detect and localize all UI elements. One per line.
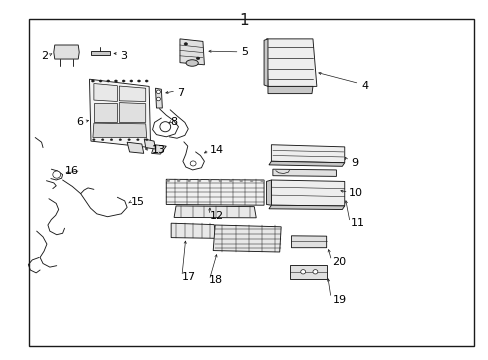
Polygon shape: [94, 84, 117, 102]
Ellipse shape: [122, 80, 125, 82]
Polygon shape: [171, 223, 216, 238]
Text: 20: 20: [332, 257, 346, 267]
Polygon shape: [119, 103, 145, 122]
Ellipse shape: [239, 180, 242, 182]
Ellipse shape: [190, 161, 196, 166]
Polygon shape: [166, 179, 264, 205]
Ellipse shape: [160, 122, 170, 132]
Text: 8: 8: [170, 117, 177, 127]
Polygon shape: [91, 51, 110, 55]
Ellipse shape: [110, 139, 112, 141]
Ellipse shape: [156, 97, 160, 101]
Polygon shape: [180, 39, 204, 65]
Polygon shape: [119, 86, 145, 102]
Polygon shape: [266, 180, 271, 205]
Ellipse shape: [300, 270, 305, 274]
Text: 6: 6: [76, 117, 83, 127]
Text: 17: 17: [182, 272, 196, 282]
Ellipse shape: [137, 80, 140, 82]
Polygon shape: [151, 145, 166, 154]
Text: 3: 3: [120, 51, 126, 61]
Polygon shape: [54, 45, 79, 59]
Ellipse shape: [130, 80, 133, 82]
Text: 9: 9: [350, 158, 358, 168]
Polygon shape: [89, 79, 150, 148]
Ellipse shape: [106, 80, 109, 82]
Polygon shape: [271, 180, 344, 206]
Polygon shape: [271, 145, 344, 163]
Polygon shape: [264, 39, 267, 86]
Text: 15: 15: [131, 197, 145, 207]
Ellipse shape: [114, 80, 117, 82]
Ellipse shape: [128, 139, 130, 141]
Ellipse shape: [196, 57, 200, 60]
Ellipse shape: [183, 43, 187, 45]
Polygon shape: [267, 86, 312, 94]
Polygon shape: [144, 139, 155, 149]
Ellipse shape: [119, 139, 121, 141]
Polygon shape: [174, 206, 256, 218]
Polygon shape: [155, 88, 162, 108]
Ellipse shape: [198, 180, 201, 182]
Ellipse shape: [166, 180, 169, 182]
Text: 2: 2: [41, 51, 48, 61]
Text: 11: 11: [350, 218, 365, 228]
Polygon shape: [93, 123, 146, 138]
Text: 1: 1: [239, 13, 249, 28]
Text: 14: 14: [210, 145, 224, 156]
Polygon shape: [94, 103, 117, 122]
Ellipse shape: [219, 180, 222, 182]
Text: 5: 5: [241, 47, 247, 57]
Ellipse shape: [137, 139, 139, 141]
Polygon shape: [127, 142, 143, 153]
Ellipse shape: [53, 171, 61, 178]
Text: 19: 19: [332, 294, 346, 305]
Ellipse shape: [99, 80, 102, 82]
Ellipse shape: [260, 180, 263, 182]
Ellipse shape: [312, 270, 317, 274]
Ellipse shape: [229, 180, 232, 182]
Polygon shape: [290, 265, 326, 279]
Polygon shape: [213, 225, 281, 252]
Text: 12: 12: [210, 211, 224, 221]
Polygon shape: [291, 236, 326, 248]
Ellipse shape: [187, 180, 190, 182]
Ellipse shape: [101, 139, 103, 141]
Text: 7: 7: [177, 88, 184, 98]
Polygon shape: [266, 39, 316, 86]
Ellipse shape: [185, 60, 198, 66]
Ellipse shape: [250, 180, 253, 182]
Ellipse shape: [91, 80, 94, 82]
Polygon shape: [272, 169, 336, 176]
Ellipse shape: [145, 139, 147, 141]
Ellipse shape: [177, 180, 180, 182]
Ellipse shape: [156, 90, 160, 94]
Polygon shape: [268, 205, 344, 210]
Ellipse shape: [208, 180, 211, 182]
Text: 13: 13: [151, 145, 165, 156]
Ellipse shape: [145, 80, 148, 82]
Text: 10: 10: [348, 188, 363, 198]
Polygon shape: [268, 161, 344, 166]
Ellipse shape: [93, 139, 95, 141]
Text: 18: 18: [209, 275, 223, 285]
Text: 16: 16: [65, 166, 79, 176]
Text: 4: 4: [361, 81, 368, 91]
